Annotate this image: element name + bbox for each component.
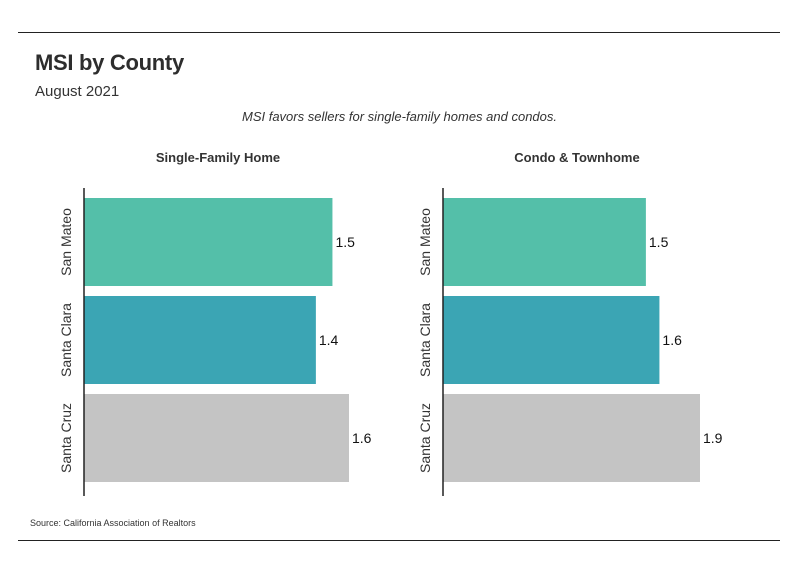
category-label: San Mateo <box>58 208 74 276</box>
bar-san-mateo <box>443 198 646 286</box>
bar-san-mateo <box>84 198 333 286</box>
category-label: Santa Cruz <box>58 403 74 473</box>
single-family-chart: Single-Family Home 1.5 San Mateo 1.4 Santa C… <box>58 150 372 496</box>
bar-santa-clara <box>443 296 660 384</box>
bar-santa-cruz <box>443 394 700 482</box>
value-label: 1.5 <box>335 234 355 250</box>
category-label: Santa Cruz <box>417 403 433 473</box>
chart-caption: MSI favors sellers for single-family hom… <box>241 109 557 124</box>
value-label: 1.6 <box>662 332 682 348</box>
value-label: 1.6 <box>352 430 372 446</box>
top-rule <box>18 32 780 33</box>
panel-title: Condo & Townhome <box>514 150 639 165</box>
category-label: Santa Clara <box>417 303 433 377</box>
panel-title: Single-Family Home <box>156 150 280 165</box>
value-label: 1.5 <box>649 234 669 250</box>
bar-santa-clara <box>84 296 316 384</box>
source-note: Source: California Association of Realto… <box>30 518 196 528</box>
value-label: 1.9 <box>703 430 723 446</box>
category-label: Santa Clara <box>58 303 74 377</box>
condo-townhome-chart: Condo & Townhome 1.5 San Mateo 1.6 Santa Cla… <box>417 150 723 496</box>
chart-title: MSI by County <box>35 50 184 75</box>
value-label: 1.4 <box>319 332 339 348</box>
chart-subtitle: August 2021 <box>35 83 120 100</box>
bar-santa-cruz <box>84 394 349 482</box>
bottom-rule <box>18 540 780 541</box>
category-label: San Mateo <box>417 208 433 276</box>
